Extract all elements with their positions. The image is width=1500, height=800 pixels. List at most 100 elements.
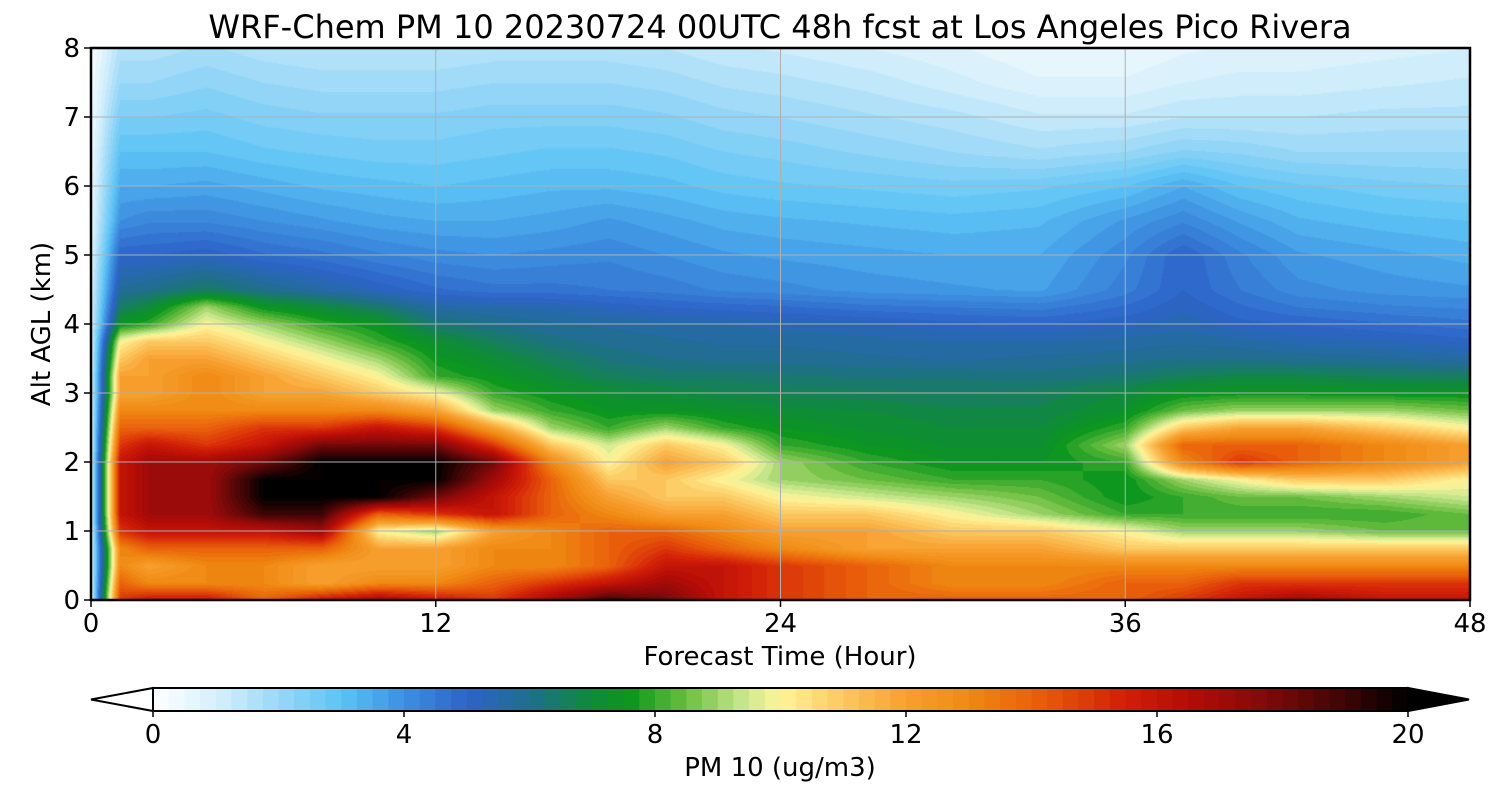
colorbar-segment: [1360, 688, 1378, 711]
colorbar-segment: [451, 688, 468, 711]
x-tick-label: 24: [764, 609, 797, 639]
colorbar-frame: [152, 687, 1409, 712]
colorbar-segment: [262, 688, 280, 711]
colorbar-segment: [341, 688, 358, 711]
colorbar-segment: [1031, 688, 1048, 711]
colorbar-tick-label: 20: [1391, 720, 1424, 750]
colorbar-segment: [1376, 688, 1393, 711]
colorbar-segment: [404, 688, 421, 711]
colorbar-segment: [1329, 688, 1346, 711]
colorbar-segment: [309, 688, 327, 711]
colorbar-segment: [215, 688, 233, 711]
colorbar-segment: [811, 688, 829, 711]
colorbar-segment: [435, 688, 452, 711]
colorbar-segment: [749, 688, 766, 711]
x-axis-label: Forecast Time (Hour): [643, 642, 916, 672]
colorbar-segment: [1141, 688, 1158, 711]
colorbar-segment: [168, 688, 185, 711]
x-tick-label: 0: [83, 609, 100, 639]
colorbar-segment: [1157, 688, 1174, 711]
x-tick-label: 36: [1109, 609, 1142, 639]
colorbar-segment: [1313, 688, 1331, 711]
y-tick-label: 1: [63, 517, 80, 547]
colorbar-segment: [372, 688, 389, 711]
y-tick-label: 2: [63, 448, 80, 478]
colorbar-segment: [278, 688, 295, 711]
y-axis-ticks: 0 1 2 3 4 5 6 7 8: [63, 34, 91, 616]
colorbar-segment: [874, 688, 891, 711]
colorbar-segment: [466, 688, 484, 711]
colorbar-segment: [827, 688, 844, 711]
colorbar-segment: [764, 688, 782, 711]
colorbar-segment: [670, 688, 687, 711]
colorbar-segment: [247, 688, 264, 711]
colorbar-segment: [984, 688, 1001, 711]
colorbar-tick-label: 16: [1140, 720, 1173, 750]
colorbar-segment: [733, 688, 750, 711]
colorbar-segment: [1062, 688, 1080, 711]
colorbar-tick-label: 0: [145, 720, 162, 750]
colorbar-segment: [906, 688, 923, 711]
colorbar-extend-max: [1407, 686, 1470, 713]
colorbar-segment: [1298, 688, 1315, 711]
colorbar-segment: [717, 688, 735, 711]
colorbar-segment: [702, 688, 719, 711]
colorbar-tick-label: 12: [889, 720, 922, 750]
colorbar-segment: [686, 688, 703, 711]
colorbar-segment: [1125, 688, 1142, 711]
colorbar-segment: [1251, 688, 1268, 711]
colorbar-extend-min: [90, 686, 154, 713]
colorbar-segment: [1266, 688, 1284, 711]
colorbar-segment: [529, 688, 546, 711]
colorbar-segment: [294, 688, 311, 711]
colorbar-segment: [968, 688, 986, 711]
colorbar-segment: [184, 688, 201, 711]
x-tick-label: 12: [419, 609, 452, 639]
colorbar-segment: [843, 688, 860, 711]
grid-lines: [91, 48, 1470, 600]
colorbar-segment: [1219, 688, 1237, 711]
colorbar-segment: [388, 688, 405, 711]
colorbar: [90, 686, 1470, 713]
colorbar-segment: [482, 688, 499, 711]
colorbar-tick-label: 4: [396, 720, 413, 750]
colorbar-segment: [545, 688, 562, 711]
colorbar-segment: [231, 688, 248, 711]
colorbar-segment: [419, 688, 436, 711]
colorbar-segment: [1078, 688, 1095, 711]
colorbar-segment: [796, 688, 813, 711]
colorbar-segment: [498, 688, 515, 711]
colorbar-segment: [1204, 688, 1221, 711]
colorbar-segment: [607, 688, 625, 711]
y-tick-label: 5: [63, 241, 80, 271]
colorbar-segment: [1345, 688, 1362, 711]
x-axis-ticks: 0 12 24 36 48: [83, 600, 1487, 639]
colorbar-segment: [356, 688, 374, 711]
colorbar-segment: [1188, 688, 1205, 711]
colorbar-segment: [655, 688, 672, 711]
colorbar-segment: [576, 688, 593, 711]
colorbar-segment: [1015, 688, 1033, 711]
colorbar-segment: [592, 688, 609, 711]
colorbar-segment: [780, 688, 797, 711]
colorbar-segment: [623, 688, 640, 711]
colorbar-segment: [325, 688, 342, 711]
colorbar-segment: [200, 688, 217, 711]
y-tick-label: 8: [63, 34, 80, 64]
y-tick-label: 7: [63, 103, 80, 133]
colorbar-segment: [1235, 688, 1252, 711]
colorbar-segment: [858, 688, 876, 711]
y-tick-label: 3: [63, 379, 80, 409]
chart-title: WRF-Chem PM 10 20230724 00UTC 48h fcst a…: [208, 8, 1351, 46]
colorbar-segment: [1282, 688, 1299, 711]
colorbar-segment: [639, 688, 656, 711]
colorbar-segment: [1109, 688, 1127, 711]
colorbar-segment: [513, 688, 531, 711]
colorbar-segment: [1094, 688, 1111, 711]
colorbar-segment: [1392, 688, 1409, 711]
colorbar-segment: [560, 688, 578, 711]
colorbar-segment: [953, 688, 970, 711]
colorbar-segment: [1047, 688, 1064, 711]
x-tick-label: 48: [1453, 609, 1486, 639]
